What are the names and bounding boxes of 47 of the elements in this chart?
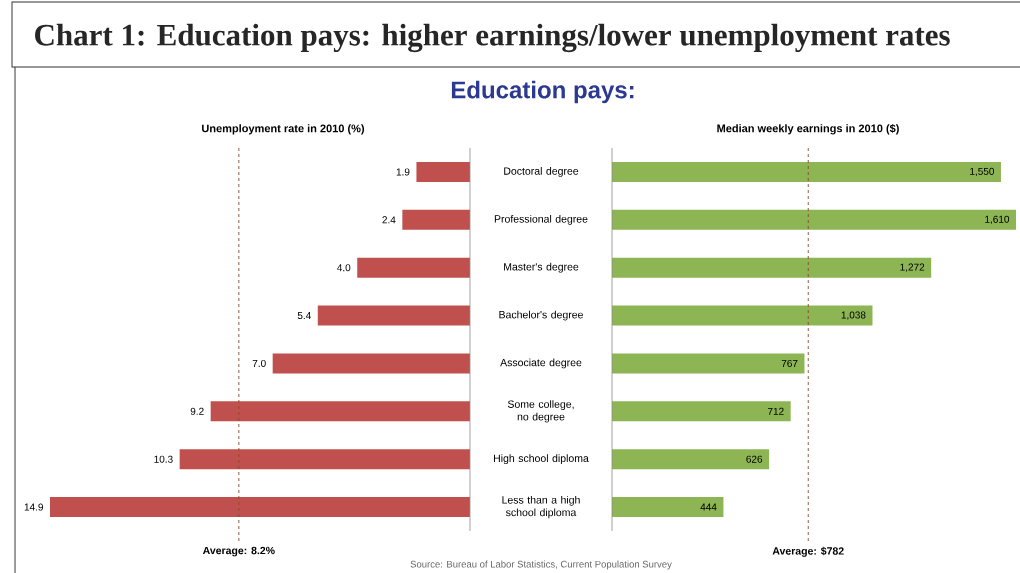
bar — [210, 401, 470, 422]
data-label: 1,038 — [841, 311, 866, 320]
bar — [612, 305, 873, 326]
y-tick-label: Associate degree — [500, 358, 582, 369]
bar — [612, 401, 791, 422]
chart-title: Unemployment rate in 2010 (%) — [202, 124, 365, 135]
y-tick-label: Professional degree — [494, 214, 588, 225]
bar — [612, 497, 724, 518]
bar — [612, 449, 770, 470]
data-label: 5.4 — [297, 312, 311, 320]
data-label: 444 — [700, 503, 717, 511]
ref-line-label: Average: $782 — [772, 546, 844, 557]
data-label: 712 — [767, 407, 784, 415]
bar — [179, 449, 470, 470]
bar — [402, 209, 470, 230]
data-label: 1,610 — [985, 215, 1010, 224]
y-tick-label: Master's degree — [504, 262, 579, 273]
ref-line-label: Average: 8.2% — [202, 546, 275, 557]
y-tick-label: Bachelor's degree — [499, 310, 583, 321]
bar — [50, 497, 470, 518]
data-label: 14.9 — [24, 503, 43, 511]
data-label: 9.2 — [190, 407, 204, 415]
y-tick-label: Less than a high school diploma — [502, 495, 580, 519]
bar — [612, 257, 932, 278]
data-label: 7.0 — [252, 359, 266, 367]
bar — [612, 209, 1017, 230]
data-label: 1,550 — [970, 167, 995, 177]
chart-title: Median weekly earnings in 2010 ($) — [717, 123, 899, 135]
caption: Chart 1: Education pays: higher earnings/lower unemployment rates — [35, 23, 950, 53]
text: Education pays: — [451, 80, 634, 104]
y-tick-label: Doctoral degree — [504, 167, 579, 177]
data-label: 626 — [746, 455, 763, 463]
bar — [317, 305, 470, 326]
y-tick-label: High school diploma — [494, 454, 589, 465]
data-label: 1,272 — [900, 263, 925, 272]
data-label: 4.0 — [337, 264, 351, 272]
y-tick-label: Some college, no degree — [507, 400, 574, 423]
data-label: 1.9 — [396, 168, 410, 176]
bar — [272, 353, 470, 374]
source-note: Source: Bureau of Labor Statistics, Current Population Survey — [410, 560, 672, 570]
data-label: 767 — [781, 359, 798, 367]
bar — [357, 257, 470, 278]
data-label: 10.3 — [154, 455, 173, 463]
bar — [612, 161, 1001, 182]
bar — [416, 161, 470, 182]
data-label: 2.4 — [382, 216, 396, 224]
bar — [612, 353, 805, 374]
